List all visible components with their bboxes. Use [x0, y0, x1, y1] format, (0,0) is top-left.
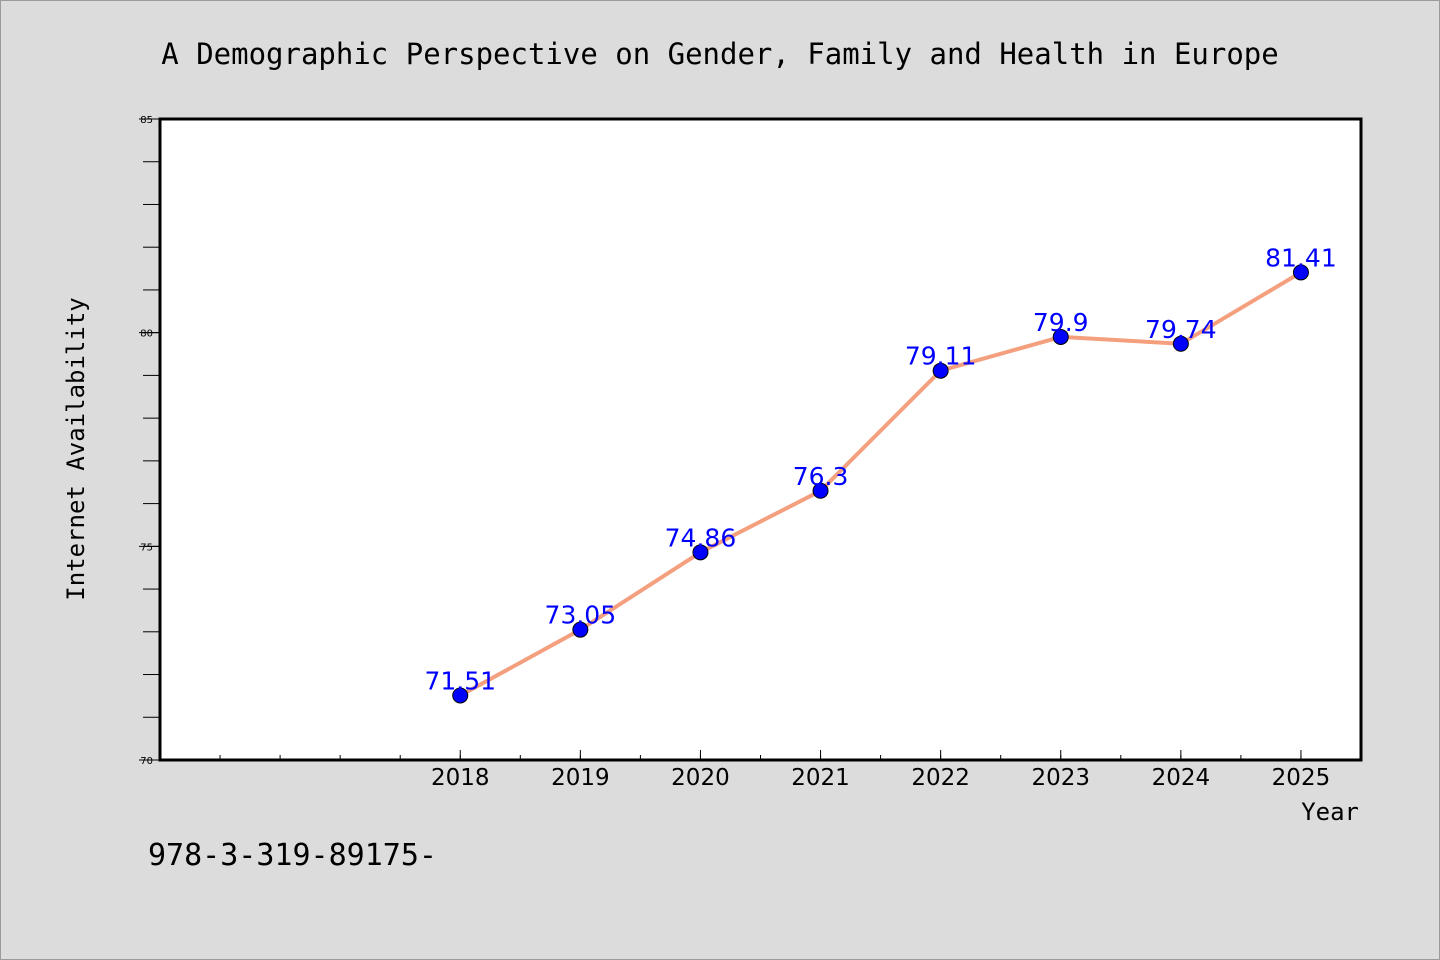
data-point-marker: [572, 621, 589, 638]
y-tick-label: 70: [140, 756, 153, 767]
y-axis-minor-ticks: [143, 118, 159, 761]
data-label: 79.9: [1033, 308, 1089, 337]
data-markers: [452, 264, 1309, 704]
data-labels: 71.51 73.05 74.86 76.3 79.11 79.9 79.74 81.41: [424, 243, 1336, 695]
y-axis-label: Internet Availability: [62, 297, 90, 600]
y-axis-ticks: 70 75 80 85: [139, 115, 159, 767]
data-label: 74.86: [665, 523, 737, 552]
x-axis-ticks: 2018 2019 2020 2021 2022 2023 2024 2025: [431, 750, 1330, 791]
x-tick-label: 2025: [1272, 765, 1331, 791]
data-point-marker: [932, 362, 949, 379]
data-label: 81.41: [1265, 243, 1337, 272]
x-tick-label: 2021: [791, 765, 850, 791]
data-label: 79.74: [1145, 315, 1217, 344]
data-point-marker: [1292, 264, 1309, 281]
y-tick-label: 80: [140, 329, 153, 340]
data-point-marker: [692, 544, 709, 561]
footer-text: 978-3-319-89175-: [148, 838, 437, 873]
plot-area: [158, 117, 1363, 762]
x-tick-label: 2020: [671, 765, 730, 791]
chart-title: A Demographic Perspective on Gender, Fam…: [161, 37, 1278, 71]
series-line: [458, 270, 1303, 698]
data-label: 76.3: [793, 462, 849, 491]
data-label: 73.05: [545, 601, 617, 630]
x-tick-label: 2019: [551, 765, 610, 791]
data-point-marker: [812, 482, 829, 499]
y-tick-label: 75: [140, 542, 153, 553]
y-tick-label: 85: [140, 115, 153, 126]
x-axis-label: Year: [1301, 798, 1359, 826]
data-point-marker: [1172, 335, 1189, 352]
x-tick-label: 2024: [1152, 765, 1211, 791]
x-tick-label: 2023: [1031, 765, 1090, 791]
data-point-marker: [452, 687, 469, 704]
x-tick-label: 2018: [431, 765, 490, 791]
data-point-marker: [1052, 328, 1069, 345]
data-label: 79.11: [905, 342, 977, 371]
series-line-path: [458, 270, 1303, 698]
data-label: 71.51: [424, 666, 496, 695]
x-tick-label: 2022: [911, 765, 970, 791]
